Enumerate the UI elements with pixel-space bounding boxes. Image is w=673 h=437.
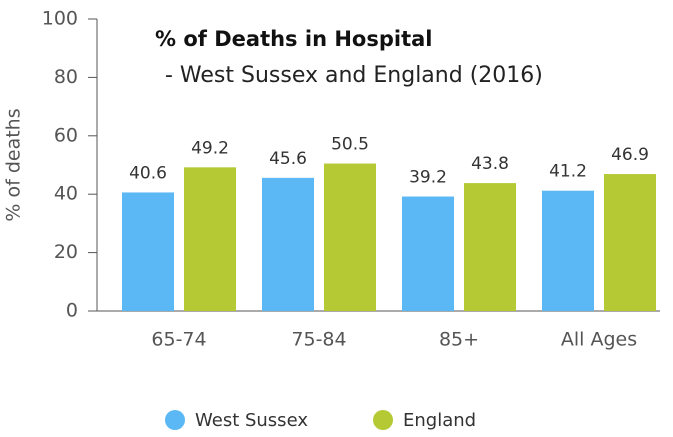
value-label: 43.8 — [471, 154, 509, 174]
y-tick-label: 0 — [66, 300, 78, 322]
bar — [184, 167, 236, 311]
value-label: 39.2 — [409, 168, 447, 188]
x-tick-label: 65-74 — [151, 329, 206, 351]
value-label: 40.6 — [129, 163, 167, 183]
value-label: 46.9 — [611, 145, 649, 165]
value-label: 45.6 — [269, 149, 307, 169]
bar — [464, 183, 516, 311]
value-label: 41.2 — [549, 162, 587, 182]
legend-label: West Sussex — [195, 410, 308, 431]
chart-title: % of Deaths in Hospital — [155, 27, 432, 51]
bar — [604, 174, 656, 311]
legend-marker — [373, 410, 393, 430]
value-label: 50.5 — [331, 135, 369, 155]
bar — [262, 177, 314, 311]
bar — [324, 163, 376, 311]
bar — [122, 192, 174, 311]
y-tick-label: 60 — [54, 124, 78, 146]
legend-label: England — [403, 410, 476, 431]
x-tick-label: 75-84 — [291, 329, 346, 351]
y-tick-label: 100 — [42, 8, 78, 30]
y-tick-label: 80 — [54, 66, 78, 88]
bar — [542, 190, 594, 311]
chart-subtitle: - West Sussex and England (2016) — [165, 63, 543, 88]
value-label: 49.2 — [191, 138, 229, 158]
y-tick-label: 40 — [54, 183, 78, 205]
bar — [402, 196, 454, 311]
x-tick-label: 85+ — [439, 329, 479, 351]
legend-marker — [165, 410, 185, 430]
y-tick-label: 20 — [54, 241, 78, 263]
y-axis-label: % of deaths — [3, 108, 25, 221]
x-tick-label: All Ages — [561, 329, 637, 351]
